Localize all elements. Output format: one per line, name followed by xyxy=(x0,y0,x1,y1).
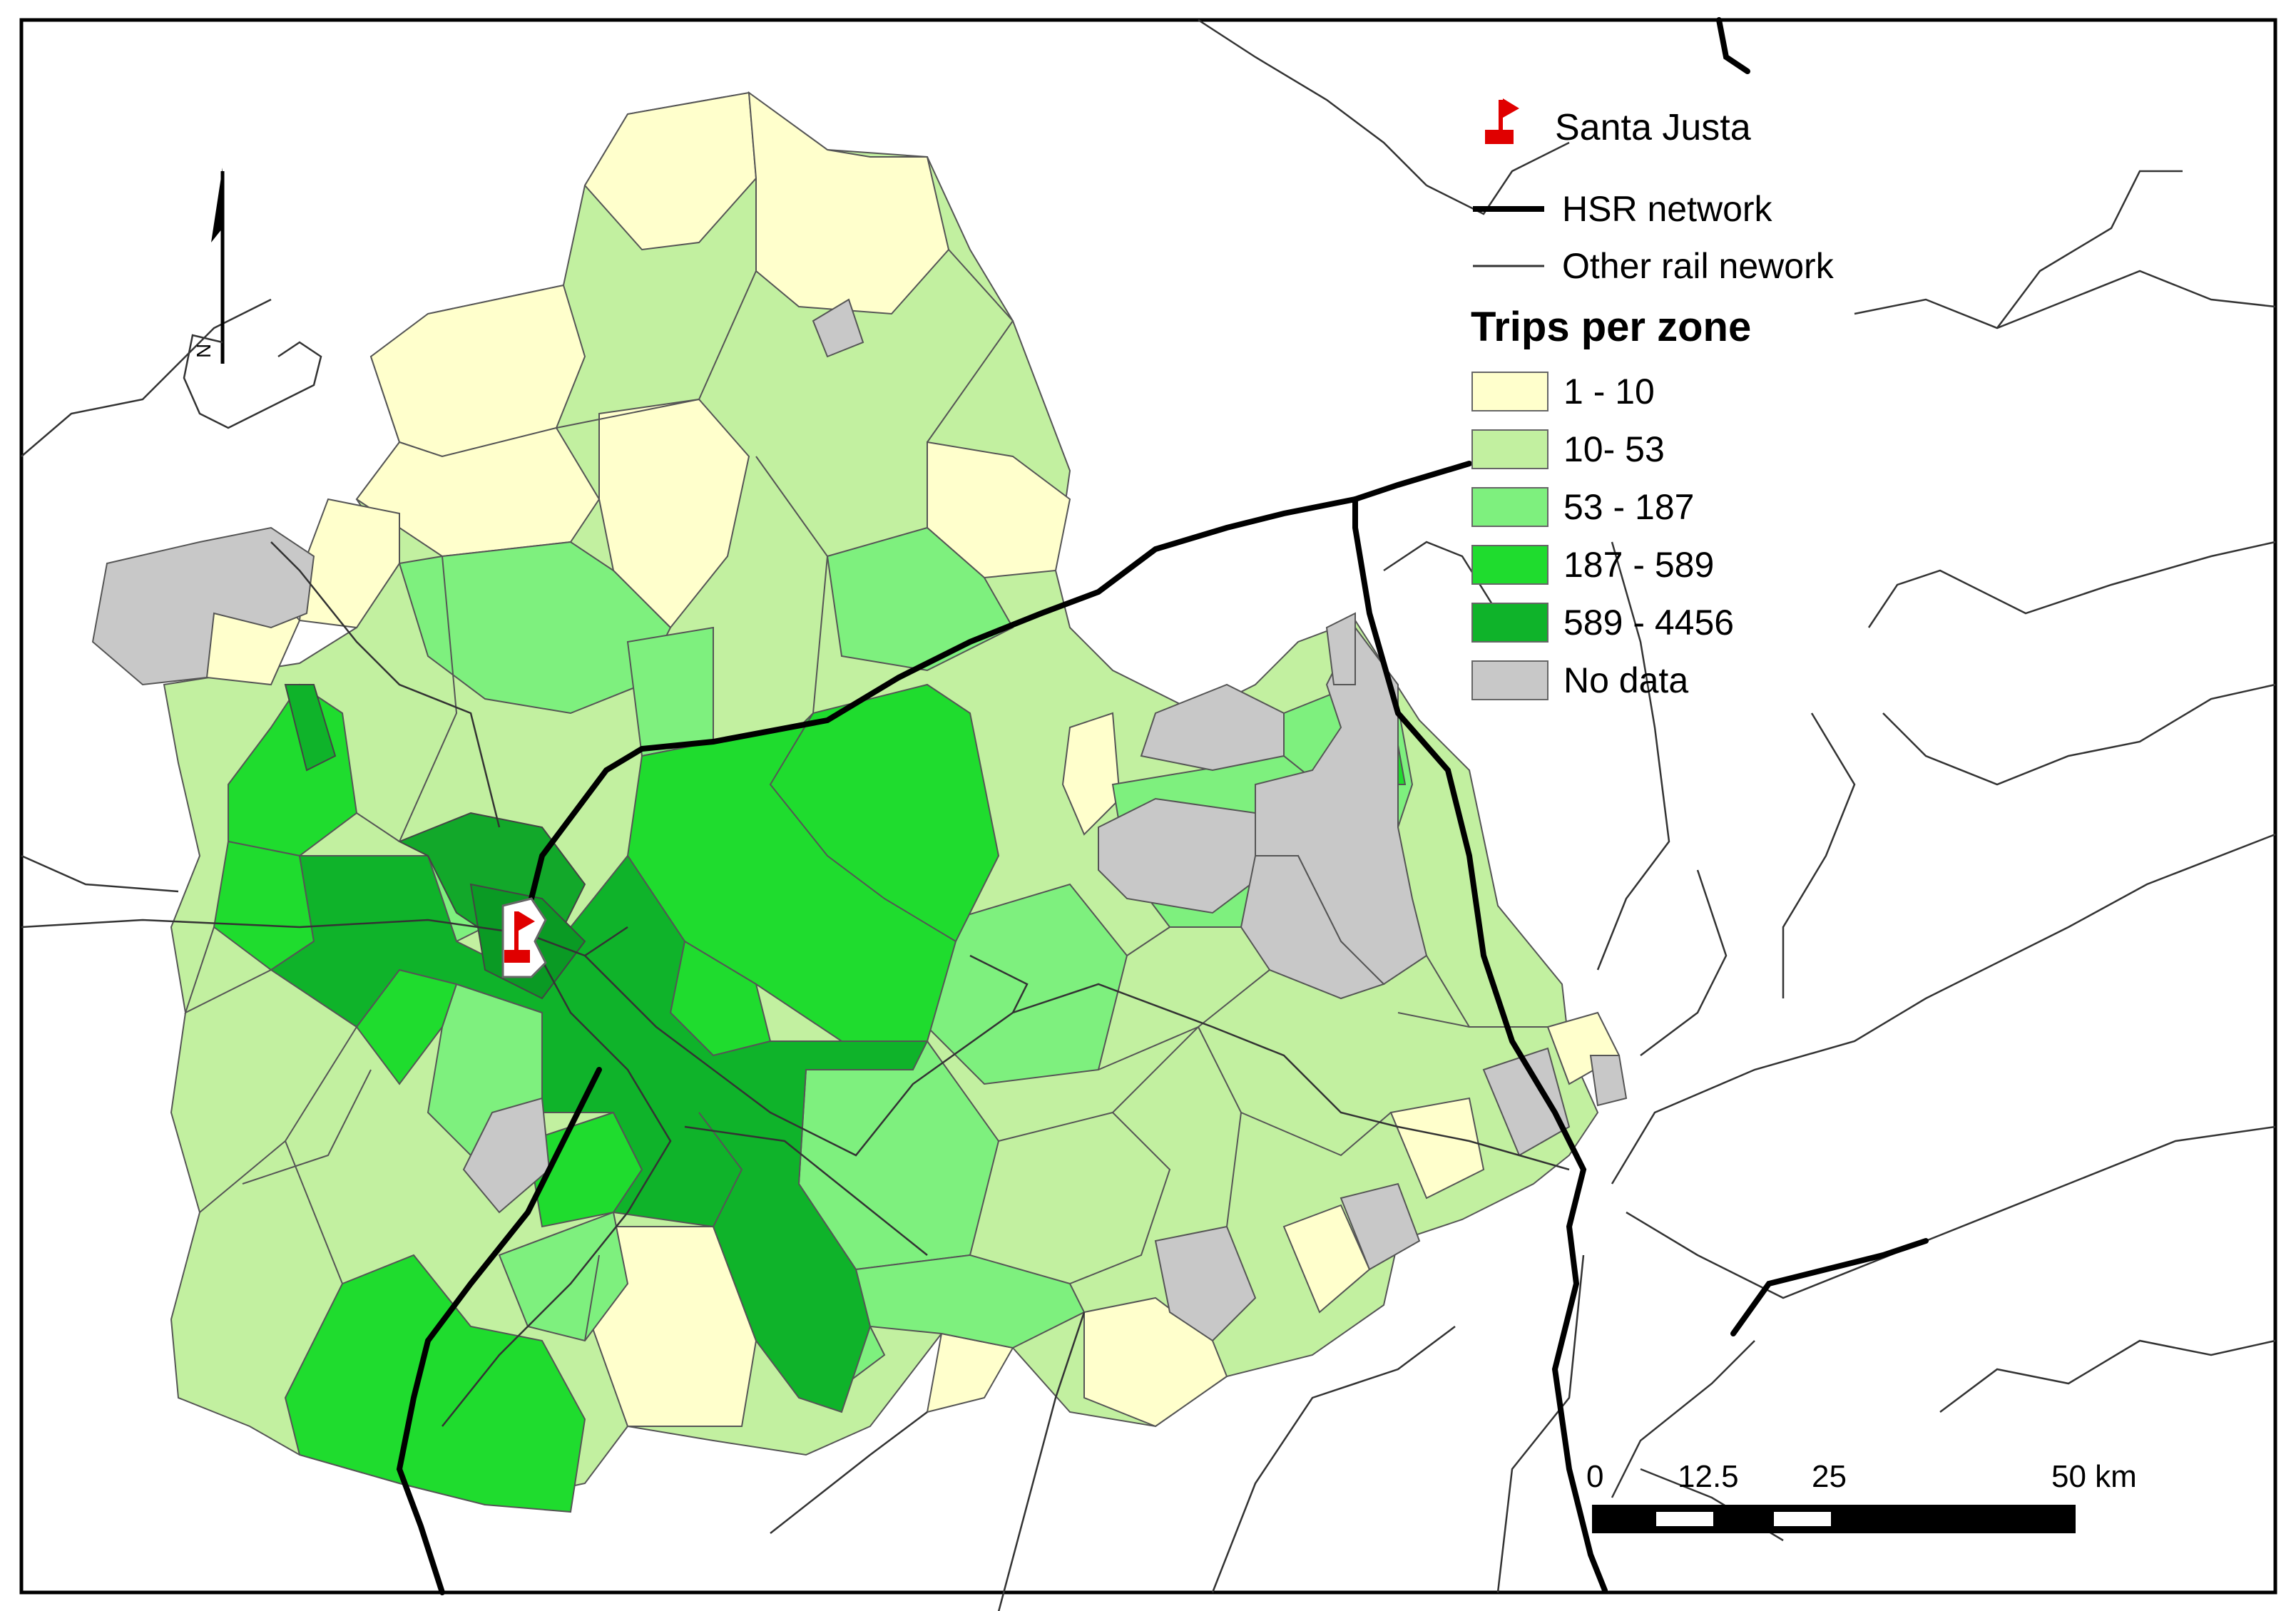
legend-station-item: Santa Justa xyxy=(1485,98,1751,148)
zone-53-187 xyxy=(854,1254,1086,1349)
legend-class-label: 187 - 589 xyxy=(1563,545,1714,585)
scale-bar-segment xyxy=(1656,1512,1713,1526)
zone-1-10 xyxy=(1061,712,1121,836)
scale-tick-0: 0 xyxy=(1586,1459,1603,1494)
legend-class-item: 10- 53 xyxy=(1471,429,1665,469)
zone-no-data xyxy=(1482,1047,1571,1157)
legend-class-item: 187 - 589 xyxy=(1471,545,1714,585)
north-arrow-icon: N xyxy=(183,168,322,429)
legend-other-rail-item: Other rail nework xyxy=(1473,246,1835,286)
legend-title: Trips per zone xyxy=(1471,304,1751,350)
legend-station-label: Santa Justa xyxy=(1555,107,1751,148)
zone-no-data xyxy=(91,526,315,686)
legend-class-item: 589 - 4456 xyxy=(1471,603,1734,643)
legend-class-swatch xyxy=(1471,372,1548,411)
legend-class-swatch xyxy=(1471,429,1548,469)
scale-bar-segment xyxy=(1774,1512,1831,1526)
north-label: N xyxy=(193,344,215,358)
legend-class-swatch xyxy=(1471,603,1548,643)
zone-no-data xyxy=(1140,683,1285,772)
legend-hsr-item: HSR network xyxy=(1473,189,1773,229)
zone-1-10 xyxy=(1083,1297,1228,1428)
zone-no-data xyxy=(1098,797,1271,914)
legend-class-label: No data xyxy=(1563,660,1688,700)
zone-no-data xyxy=(1589,1055,1628,1107)
legend-class-label: 10- 53 xyxy=(1563,429,1665,469)
santa-justa-map-marker xyxy=(501,897,547,978)
legend-class-label: 53 - 187 xyxy=(1563,487,1694,527)
legend-class-swatch xyxy=(1471,660,1548,700)
scale-bar: 0 12.5 25 50 km xyxy=(1586,1459,2137,1533)
zone-boundaries xyxy=(184,249,1548,1341)
zone-589-4456 xyxy=(284,684,337,772)
zone-53-187 xyxy=(626,626,714,757)
zone-589-4456 xyxy=(270,854,929,1413)
legend: Santa Justa HSR network Other rail newor… xyxy=(1471,98,1835,700)
zone-187-589 xyxy=(284,1254,586,1513)
zone-no-data xyxy=(1240,855,1385,1000)
legend-other-rail-label: Other rail nework xyxy=(1562,246,1835,286)
legend-class-item: 1 - 10 xyxy=(1471,372,1655,411)
zone-no-data xyxy=(1340,1182,1421,1271)
zone-no-data xyxy=(1325,612,1356,685)
legend-class-swatch xyxy=(1471,545,1548,585)
scale-tick-50-km: 50 km xyxy=(2051,1459,2137,1494)
legend-class-label: 589 - 4456 xyxy=(1563,603,1734,643)
legend-classes: 1 - 10 10- 53 53 - 187 187 - 589 589 - 4456 N… xyxy=(1471,372,1734,700)
scale-tick-12-5: 12.5 xyxy=(1678,1459,1739,1494)
zone-no-data xyxy=(462,1097,551,1214)
zone-1-10 xyxy=(598,398,750,629)
zones-layer xyxy=(91,91,1628,1513)
legend-hsr-label: HSR network xyxy=(1562,189,1773,229)
red-flag-icon xyxy=(1485,98,1519,144)
legend-class-swatch xyxy=(1471,487,1548,527)
zone-53-187 xyxy=(498,1211,629,1342)
hsr-network-layer xyxy=(396,17,1929,1595)
legend-class-item: 53 - 187 xyxy=(1471,487,1694,527)
zone-1-10 xyxy=(1389,1097,1485,1200)
zone-no-data xyxy=(812,298,864,358)
scale-tick-25: 25 xyxy=(1812,1459,1847,1494)
zone-1-10 xyxy=(748,91,950,315)
legend-class-label: 1 - 10 xyxy=(1563,372,1655,411)
zone-no-data xyxy=(1154,1225,1257,1342)
legend-class-item: No data xyxy=(1471,660,1688,700)
